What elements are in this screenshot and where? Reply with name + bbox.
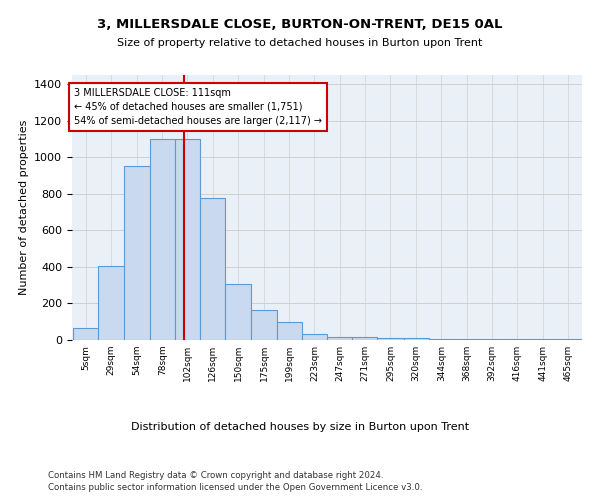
Bar <box>277 322 302 340</box>
Bar <box>429 339 454 340</box>
Bar <box>175 139 200 340</box>
Bar <box>404 338 429 340</box>
Text: 3, MILLERSDALE CLOSE, BURTON-ON-TRENT, DE15 0AL: 3, MILLERSDALE CLOSE, BURTON-ON-TRENT, D… <box>97 18 503 30</box>
Bar <box>377 338 404 340</box>
Text: Contains public sector information licensed under the Open Government Licence v3: Contains public sector information licen… <box>48 484 422 492</box>
Bar <box>327 336 352 340</box>
Text: 3 MILLERSDALE CLOSE: 111sqm
← 45% of detached houses are smaller (1,751)
54% of : 3 MILLERSDALE CLOSE: 111sqm ← 45% of det… <box>74 88 322 126</box>
Text: Contains HM Land Registry data © Crown copyright and database right 2024.: Contains HM Land Registry data © Crown c… <box>48 471 383 480</box>
Y-axis label: Number of detached properties: Number of detached properties <box>19 120 29 295</box>
Bar <box>302 334 327 340</box>
Text: Size of property relative to detached houses in Burton upon Trent: Size of property relative to detached ho… <box>118 38 482 48</box>
Bar <box>149 139 175 340</box>
Bar <box>352 336 377 340</box>
Bar <box>225 284 251 340</box>
Bar <box>251 310 277 340</box>
Bar <box>124 166 149 340</box>
Bar <box>200 198 225 340</box>
Bar <box>98 266 124 340</box>
Text: Distribution of detached houses by size in Burton upon Trent: Distribution of detached houses by size … <box>131 422 469 432</box>
Bar <box>73 328 98 340</box>
